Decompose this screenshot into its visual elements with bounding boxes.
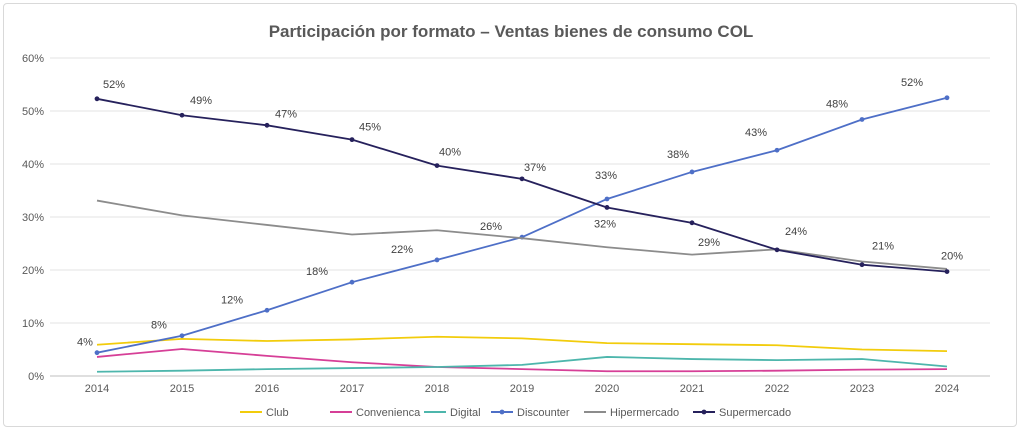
point-supermercado [689, 220, 695, 226]
x-tick-label: 2021 [680, 383, 704, 395]
x-tick-label: 2015 [170, 383, 194, 395]
point-supermercado [519, 176, 525, 182]
data-label-discounter: 4% [77, 337, 93, 349]
point-discounter [774, 147, 780, 153]
x-tick-label: 2016 [255, 383, 279, 395]
data-label-supermercado: 47% [275, 108, 297, 120]
data-labels: 4% 8% 12% 18% 22% 26% 33% 38% 43% 48% 52% 52% 49% 47%… [77, 77, 963, 349]
data-label-discounter: 12% [221, 294, 243, 306]
point-supermercado [264, 122, 270, 128]
point-discounter [179, 333, 185, 339]
series-lines [94, 95, 950, 373]
point-supermercado [604, 205, 610, 210]
legend-label-hipermercado: Hipermercado [610, 407, 679, 419]
point-discounter [94, 350, 100, 356]
y-tick-label: 20% [22, 265, 44, 277]
x-axis-ticks: 2014 2015 2016 2017 2018 2019 2020 2021 2022 2023… [85, 383, 959, 395]
legend-label-supermercado: Supermercado [719, 407, 791, 419]
x-tick-label: 2019 [510, 383, 534, 395]
data-label-supermercado: 40% [439, 147, 461, 159]
series-line-hipermercado [96, 199, 948, 270]
data-label-discounter: 48% [826, 98, 848, 110]
y-tick-label: 10% [22, 318, 44, 330]
point-supermercado [179, 112, 185, 118]
y-tick-label: 50% [22, 106, 44, 118]
y-axis-ticks: 0% 10% 20% 30% 40% 50% 60% [22, 53, 44, 383]
legend-marker-supermercado [701, 409, 707, 415]
point-supermercado [859, 262, 865, 268]
x-tick-label: 2014 [85, 383, 109, 395]
data-label-discounter: 38% [667, 149, 689, 161]
point-discounter [349, 279, 355, 285]
data-label-supermercado: 49% [190, 95, 212, 107]
chart-title: Participación por formato – Ventas biene… [268, 22, 754, 41]
legend-label-convenienca: Convenienca [356, 407, 421, 419]
data-label-supermercado: 21% [872, 241, 894, 253]
x-tick-label: 2018 [425, 383, 449, 395]
x-tick-label: 2024 [935, 383, 959, 395]
data-label-discounter: 43% [745, 127, 767, 139]
series-line-club [96, 335, 948, 352]
data-label-supermercado: 20% [941, 251, 963, 263]
data-label-discounter: 52% [901, 77, 923, 89]
grid-lines [50, 57, 990, 377]
point-discounter [264, 307, 270, 313]
data-label-discounter: 26% [480, 221, 502, 233]
y-tick-label: 60% [22, 53, 44, 65]
series-line-digital [96, 356, 948, 373]
data-label-discounter: 33% [595, 170, 617, 182]
legend-label-discounter: Discounter [517, 407, 570, 419]
series-line-discounter [96, 96, 948, 354]
x-tick-label: 2022 [765, 383, 789, 395]
data-label-supermercado: 29% [698, 237, 720, 249]
y-tick-label: 40% [22, 159, 44, 171]
point-discounter [859, 117, 865, 122]
point-supermercado [349, 137, 355, 143]
data-label-discounter: 8% [151, 320, 167, 332]
y-tick-label: 0% [28, 371, 44, 383]
series-line-supermercado [96, 97, 948, 273]
data-label-supermercado: 24% [785, 226, 807, 238]
point-supermercado [434, 163, 440, 168]
x-tick-label: 2023 [850, 383, 874, 395]
data-label-supermercado: 32% [594, 218, 616, 230]
chart-frame [3, 3, 1017, 427]
x-tick-label: 2017 [340, 383, 364, 395]
data-label-discounter: 18% [306, 266, 328, 278]
data-label-supermercado: 45% [359, 122, 381, 134]
x-tick-label: 2020 [595, 383, 619, 395]
data-label-discounter: 22% [391, 244, 413, 256]
data-label-supermercado: 52% [103, 79, 125, 91]
point-discounter [604, 196, 610, 202]
point-supermercado [944, 269, 950, 274]
legend-marker-discounter [499, 409, 505, 415]
point-discounter [944, 95, 950, 101]
data-label-supermercado: 37% [524, 162, 546, 174]
series-line-convenienca [96, 348, 948, 373]
point-discounter [689, 169, 695, 175]
legend: Club Convenienca Digital Discounter Hipermer… [240, 407, 791, 419]
point-supermercado [94, 96, 100, 102]
y-tick-label: 30% [22, 212, 44, 224]
legend-label-club: Club [266, 407, 289, 419]
legend-label-digital: Digital [450, 407, 481, 419]
point-discounter [434, 257, 440, 263]
point-supermercado [774, 247, 780, 253]
